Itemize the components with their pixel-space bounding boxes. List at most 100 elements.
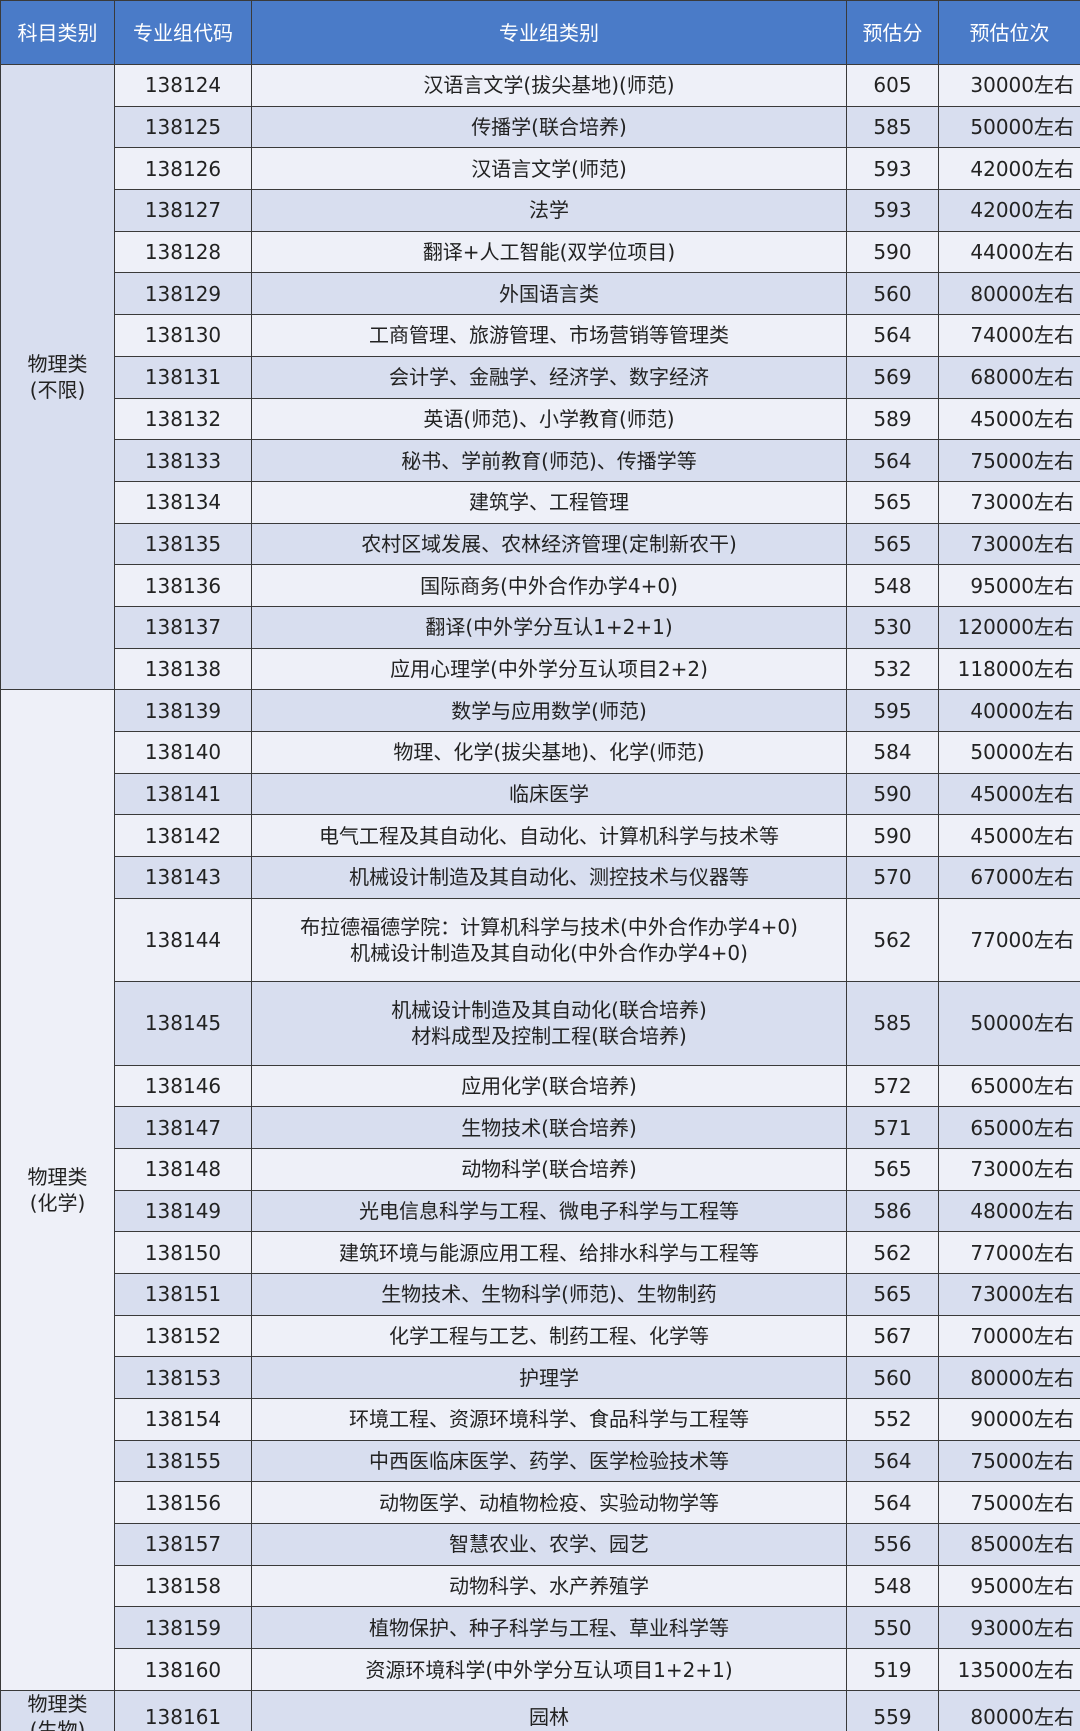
rank-cell: 50000左右 bbox=[938, 731, 1080, 774]
text-line: 机械设计制造及其自动化(联合培养) bbox=[391, 998, 707, 1023]
rank-cell: 73000左右 bbox=[938, 522, 1080, 566]
rank-cell: 42000左右 bbox=[938, 189, 1080, 232]
table-row: 138160 资源环境科学(中外学分互认项目1+2+1) 519 135000左右 bbox=[1, 1648, 1080, 1691]
code-cell: 138158 bbox=[114, 1564, 252, 1608]
rank-cell: 50000左右 bbox=[938, 105, 1080, 149]
major-cell: 机械设计制造及其自动化、测控技术与仪器等 bbox=[251, 856, 847, 899]
table-row: 物理类 (不限) 138124 汉语言文学(拔尖基地)(师范) 605 30000左右 bbox=[0, 63, 1080, 691]
text-line: 智慧农业、农学、园艺 bbox=[449, 1532, 649, 1557]
code-cell: 138133 bbox=[114, 439, 252, 482]
major-cell: 动物科学(联合培养) bbox=[251, 1147, 847, 1191]
code-cell: 138146 bbox=[114, 1064, 252, 1108]
score-cell: 590 bbox=[846, 230, 939, 274]
major-cell: 农村区域发展、农林经济管理(定制新农干) bbox=[251, 522, 847, 566]
major-cell: 英语(师范)、小学教育(师范) bbox=[251, 397, 847, 441]
rank-cell: 95000左右 bbox=[938, 1564, 1080, 1608]
score-cell: 585 bbox=[846, 105, 939, 149]
major-cell: 光电信息科学与工程、微电子科学与工程等 bbox=[251, 1189, 847, 1233]
major-cell: 法学 bbox=[251, 189, 847, 232]
major-cell: 机械设计制造及其自动化(联合培养) 材料成型及控制工程(联合培养) bbox=[251, 981, 847, 1066]
score-cell: 562 bbox=[846, 897, 939, 983]
score-cell: 590 bbox=[846, 814, 939, 858]
text-line: 农村区域发展、农林经济管理(定制新农干) bbox=[361, 531, 737, 556]
score-cell: 548 bbox=[846, 564, 939, 607]
score-cell: 585 bbox=[846, 981, 939, 1066]
code-cell: 138157 bbox=[114, 1523, 252, 1566]
major-cell: 传播学(联合培养) bbox=[251, 105, 847, 149]
rank-cell: 95000左右 bbox=[938, 564, 1080, 607]
rank-cell: 120000左右 bbox=[938, 605, 1080, 649]
text-line: 外国语言类 bbox=[499, 281, 599, 306]
major-cell: 数学与应用数学(师范) bbox=[251, 689, 847, 732]
code-cell: 138132 bbox=[114, 397, 252, 441]
major-cell: 临床医学 bbox=[251, 772, 847, 816]
score-cell: 564 bbox=[846, 314, 939, 357]
rank-cell: 67000左右 bbox=[938, 856, 1080, 899]
code-cell: 138142 bbox=[114, 814, 252, 858]
text-line: 电气工程及其自动化、自动化、计算机科学与技术等 bbox=[319, 823, 779, 848]
score-cell: 530 bbox=[846, 605, 939, 649]
score-cell: 584 bbox=[846, 731, 939, 774]
text-line: (不限) bbox=[29, 378, 86, 403]
table-row: 138126 汉语言文学(师范) 593 42000左右 bbox=[1, 147, 1080, 191]
rank-cell: 80000左右 bbox=[938, 1689, 1080, 1731]
rank-cell: 77000左右 bbox=[938, 1231, 1080, 1274]
text-line: (生物) bbox=[29, 1717, 86, 1731]
major-cell: 翻译+人工智能(双学位项目) bbox=[251, 230, 847, 274]
text-line: 机械设计制造及其自动化(中外合作办学4+0) bbox=[350, 940, 748, 965]
major-cell: 中西医临床医学、药学、医学检验技术等 bbox=[251, 1439, 847, 1483]
code-cell: 138139 bbox=[114, 689, 252, 732]
major-cell: 会计学、金融学、经济学、数字经济 bbox=[251, 355, 847, 399]
code-cell: 138135 bbox=[114, 522, 252, 566]
text-line: 建筑环境与能源应用工程、给排水科学与工程等 bbox=[339, 1240, 759, 1265]
text-line: 应用心理学(中外学分互认项目2+2) bbox=[390, 656, 708, 681]
table-row: 138141 临床医学 590 45000左右 bbox=[1, 772, 1080, 816]
major-cell: 智慧农业、农学、园艺 bbox=[251, 1523, 847, 1566]
code-cell: 138147 bbox=[114, 1106, 252, 1149]
rank-cell: 118000左右 bbox=[938, 647, 1080, 691]
major-cell: 外国语言类 bbox=[251, 272, 847, 316]
header-cell: 预估位次 bbox=[938, 0, 1080, 65]
score-cell: 593 bbox=[846, 189, 939, 232]
rank-cell: 70000左右 bbox=[938, 1314, 1080, 1358]
score-cell: 564 bbox=[846, 439, 939, 482]
code-cell: 138134 bbox=[114, 480, 252, 524]
score-cell: 593 bbox=[846, 147, 939, 191]
score-cell: 589 bbox=[846, 397, 939, 441]
code-cell: 138138 bbox=[114, 647, 252, 691]
code-cell: 138125 bbox=[114, 105, 252, 149]
major-cell: 环境工程、资源环境科学、食品科学与工程等 bbox=[251, 1398, 847, 1441]
code-cell: 138151 bbox=[114, 1272, 252, 1316]
text-line: 汉语言文学(拔尖基地)(师范) bbox=[423, 73, 675, 98]
text-line: 动物医学、动植物检疫、实验动物学等 bbox=[379, 1490, 719, 1515]
table-row: 138128 翻译+人工智能(双学位项目) 590 44000左右 bbox=[1, 230, 1080, 274]
score-cell: 565 bbox=[846, 1147, 939, 1191]
score-cell: 590 bbox=[846, 772, 939, 816]
rank-cell: 45000左右 bbox=[938, 772, 1080, 816]
code-cell: 138143 bbox=[114, 856, 252, 899]
code-cell: 138126 bbox=[114, 147, 252, 191]
code-cell: 138130 bbox=[114, 314, 252, 357]
major-cell: 建筑环境与能源应用工程、给排水科学与工程等 bbox=[251, 1231, 847, 1274]
category-cell: 物理类 (生物) bbox=[0, 1689, 115, 1731]
code-cell: 138127 bbox=[114, 189, 252, 232]
rank-cell: 73000左右 bbox=[938, 1147, 1080, 1191]
rank-cell: 135000左右 bbox=[938, 1648, 1080, 1691]
table-row: 138132 英语(师范)、小学教育(师范) 589 45000左右 bbox=[1, 397, 1080, 441]
rank-cell: 50000左右 bbox=[938, 981, 1080, 1066]
score-cell: 559 bbox=[846, 1689, 939, 1731]
score-cell: 572 bbox=[846, 1064, 939, 1108]
rank-cell: 30000左右 bbox=[938, 64, 1080, 107]
rank-cell: 44000左右 bbox=[938, 230, 1080, 274]
text-line: 翻译+人工智能(双学位项目) bbox=[422, 240, 676, 265]
rank-cell: 75000左右 bbox=[938, 439, 1080, 482]
text-line: 临床医学 bbox=[509, 782, 589, 807]
major-cell: 应用化学(联合培养) bbox=[251, 1064, 847, 1108]
table-row: 138146 应用化学(联合培养) 572 65000左右 bbox=[1, 1064, 1080, 1108]
major-cell: 化学工程与工艺、制药工程、化学等 bbox=[251, 1314, 847, 1358]
code-cell: 138148 bbox=[114, 1147, 252, 1191]
code-cell: 138150 bbox=[114, 1231, 252, 1274]
table-row: 138143 机械设计制造及其自动化、测控技术与仪器等 570 67000左右 bbox=[1, 856, 1080, 899]
rank-cell: 73000左右 bbox=[938, 1272, 1080, 1316]
major-cell: 护理学 bbox=[251, 1356, 847, 1400]
